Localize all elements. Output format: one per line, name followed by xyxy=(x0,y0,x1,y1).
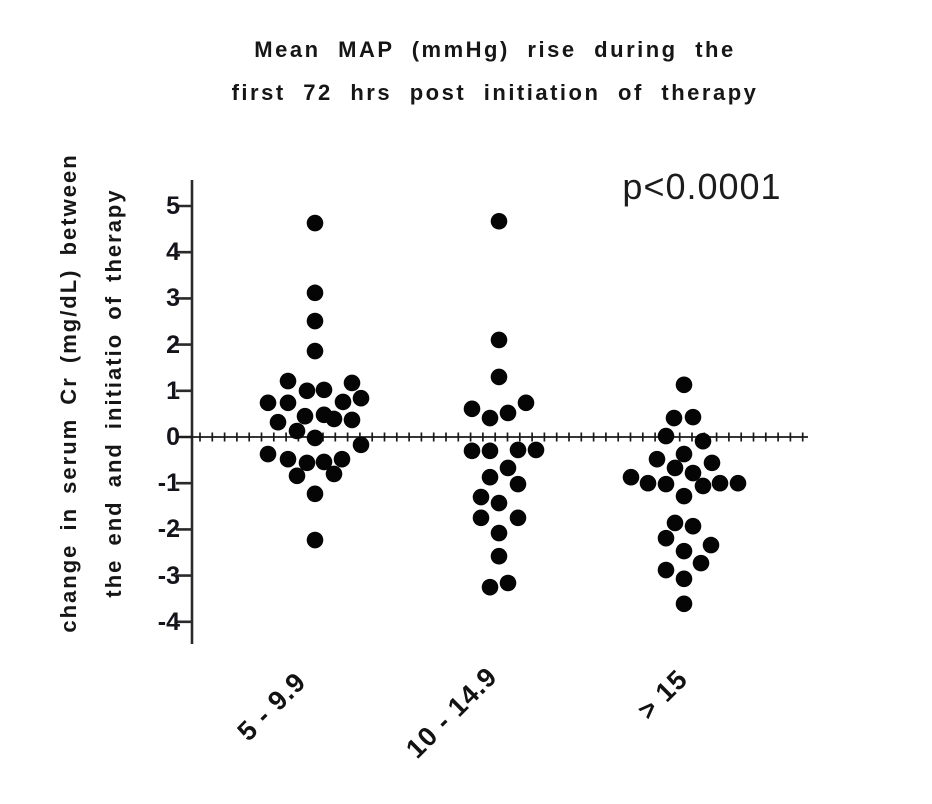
y-tick-label: 3 xyxy=(166,284,180,313)
data-point xyxy=(711,474,729,492)
data-point xyxy=(648,450,666,468)
data-point xyxy=(298,454,316,472)
data-point xyxy=(509,509,527,527)
data-point xyxy=(666,459,684,477)
data-point xyxy=(675,570,693,588)
data-point xyxy=(481,409,499,427)
data-point xyxy=(499,459,517,477)
data-point xyxy=(675,487,693,505)
data-point xyxy=(279,394,297,412)
y-tick-label: 4 xyxy=(166,238,180,267)
data-point xyxy=(343,374,361,392)
data-point xyxy=(472,509,490,527)
data-point xyxy=(279,450,297,468)
data-point xyxy=(490,494,508,512)
data-point xyxy=(729,474,747,492)
data-point xyxy=(306,284,324,302)
data-point xyxy=(269,413,287,431)
data-point xyxy=(639,474,657,492)
data-point xyxy=(657,529,675,547)
data-point xyxy=(684,517,702,535)
data-point xyxy=(666,514,684,532)
y-tick-label: -3 xyxy=(157,561,180,590)
data-point xyxy=(490,212,508,230)
y-tick-label: 0 xyxy=(166,423,180,451)
data-point xyxy=(481,468,499,486)
data-point xyxy=(675,445,693,463)
data-point xyxy=(306,312,324,330)
data-point xyxy=(517,394,535,412)
data-point xyxy=(499,574,517,592)
y-tick-label: 2 xyxy=(166,330,180,359)
data-point xyxy=(509,475,527,493)
data-point xyxy=(279,372,297,390)
data-point xyxy=(675,542,693,560)
y-tick-label: 5 xyxy=(166,192,180,220)
data-point xyxy=(315,381,333,399)
data-point xyxy=(306,429,324,447)
data-point xyxy=(499,404,517,422)
data-point xyxy=(509,441,527,459)
data-point xyxy=(657,475,675,493)
data-point xyxy=(481,578,499,596)
data-point xyxy=(703,454,721,472)
data-point xyxy=(296,407,314,425)
p-value-annotation: p<0.0001 xyxy=(622,166,782,207)
data-point xyxy=(684,464,702,482)
data-point xyxy=(675,376,693,394)
data-point xyxy=(306,531,324,549)
data-point xyxy=(684,408,702,426)
data-point xyxy=(527,441,545,459)
data-point xyxy=(622,468,640,486)
y-tick-label: 1 xyxy=(166,376,180,405)
data-point xyxy=(490,331,508,349)
data-point xyxy=(694,432,712,450)
data-point xyxy=(657,561,675,579)
data-point xyxy=(463,442,481,460)
data-point xyxy=(490,368,508,386)
chart-title-line1: Mean MAP (mmHg) rise during the xyxy=(254,37,736,62)
data-point xyxy=(334,393,352,411)
data-point xyxy=(343,411,361,429)
data-point xyxy=(333,450,351,468)
data-point xyxy=(490,547,508,565)
data-point xyxy=(692,554,710,572)
data-point xyxy=(675,595,693,613)
data-point xyxy=(325,465,343,483)
data-point xyxy=(259,445,277,463)
data-point xyxy=(657,427,675,445)
chart-title-line2: first 72 hrs post initiation of therapy xyxy=(231,80,759,105)
data-point xyxy=(306,342,324,360)
y-tick-label: -4 xyxy=(157,607,180,636)
chart-title: Mean MAP (mmHg) rise during the first 72… xyxy=(60,28,930,114)
data-point xyxy=(288,467,306,485)
data-point xyxy=(306,214,324,232)
data-point xyxy=(288,422,306,440)
data-point xyxy=(325,410,343,428)
data-point xyxy=(463,400,481,418)
data-point xyxy=(472,488,490,506)
data-point xyxy=(298,382,316,400)
y-tick-label: -2 xyxy=(157,515,180,544)
data-point xyxy=(306,485,324,503)
data-point xyxy=(315,453,333,471)
data-point xyxy=(694,477,712,495)
data-point xyxy=(259,394,277,412)
data-point xyxy=(665,409,683,427)
data-point xyxy=(490,524,508,542)
data-point xyxy=(702,536,720,554)
data-point xyxy=(352,389,370,407)
y-tick-label: -1 xyxy=(157,469,180,498)
data-point xyxy=(352,436,370,454)
data-point xyxy=(481,442,499,460)
